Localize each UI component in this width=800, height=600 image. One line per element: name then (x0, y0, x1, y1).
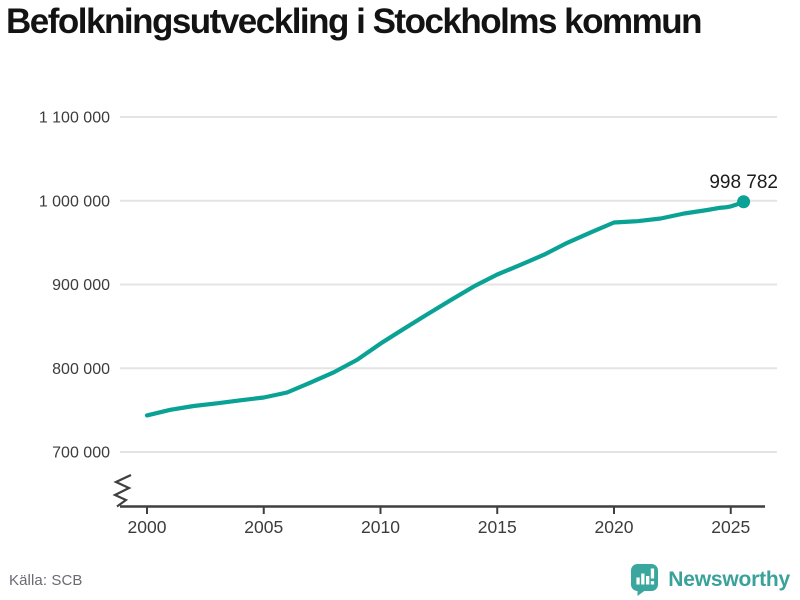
y-axis-tick-label: 800 000 (52, 361, 110, 378)
y-axis-tick-label: 700 000 (52, 445, 110, 462)
y-axis-tick-label: 1 100 000 (39, 110, 110, 127)
population-line-chart: 700 000 800 000 900 000 1 000 000 1 100 000 2… (39, 110, 778, 538)
end-value-label: 998 782 (709, 172, 778, 193)
x-axis-tick-label: 2025 (711, 517, 750, 537)
x-axis-tick-label: 2000 (128, 517, 167, 537)
logo-bar-3 (646, 576, 650, 585)
newsworthy-logo-icon (631, 564, 659, 596)
y-axis-tick-label: 1 000 000 (39, 193, 110, 210)
y-axis-tick-label: 900 000 (52, 277, 110, 294)
x-axis-tick-label: 2015 (478, 517, 517, 537)
x-axis-tick-label: 2010 (361, 517, 400, 537)
source-note: Källa: SCB (9, 572, 83, 589)
logo-bar-2 (641, 573, 645, 585)
axis-break-icon (112, 474, 132, 508)
newsworthy-wordmark: Newsworthy (668, 568, 790, 591)
logo-bar-1 (636, 577, 640, 585)
population-line-series (144, 199, 746, 418)
x-axis-tick-label: 2005 (244, 517, 283, 537)
logo-exclamation-dot (651, 581, 655, 585)
newsworthy-branding-link[interactable]: Newsworthy (630, 562, 790, 598)
series-end-dot (737, 195, 751, 209)
x-axis-tick-label: 2020 (595, 517, 634, 537)
logo-exclamation-stem (651, 568, 655, 579)
page-title: Befolkningsutveckling i Stockholms kommu… (6, 2, 703, 41)
